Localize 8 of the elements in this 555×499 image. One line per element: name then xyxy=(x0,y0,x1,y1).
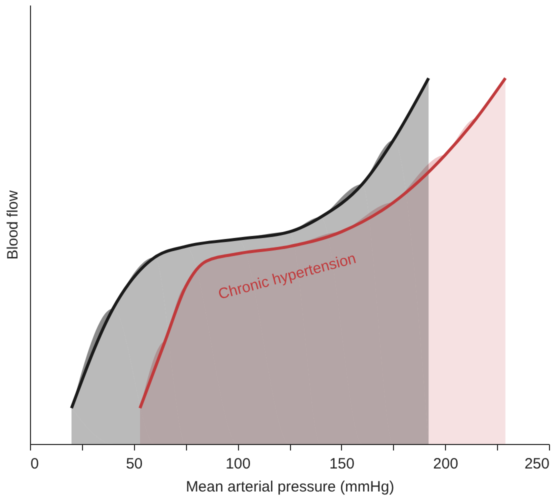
x-tick-label: 50 xyxy=(126,456,143,472)
x-tick-label: 150 xyxy=(329,456,354,472)
x-tick-label: 100 xyxy=(226,456,251,472)
x-tick-label: 250 xyxy=(524,456,550,472)
x-tick-label: 200 xyxy=(433,456,458,472)
y-axis-title: Blood flow xyxy=(4,190,22,260)
x-tick-label: 0 xyxy=(30,456,39,472)
x-axis-title: Mean arterial pressure (mmHg) xyxy=(186,478,394,496)
